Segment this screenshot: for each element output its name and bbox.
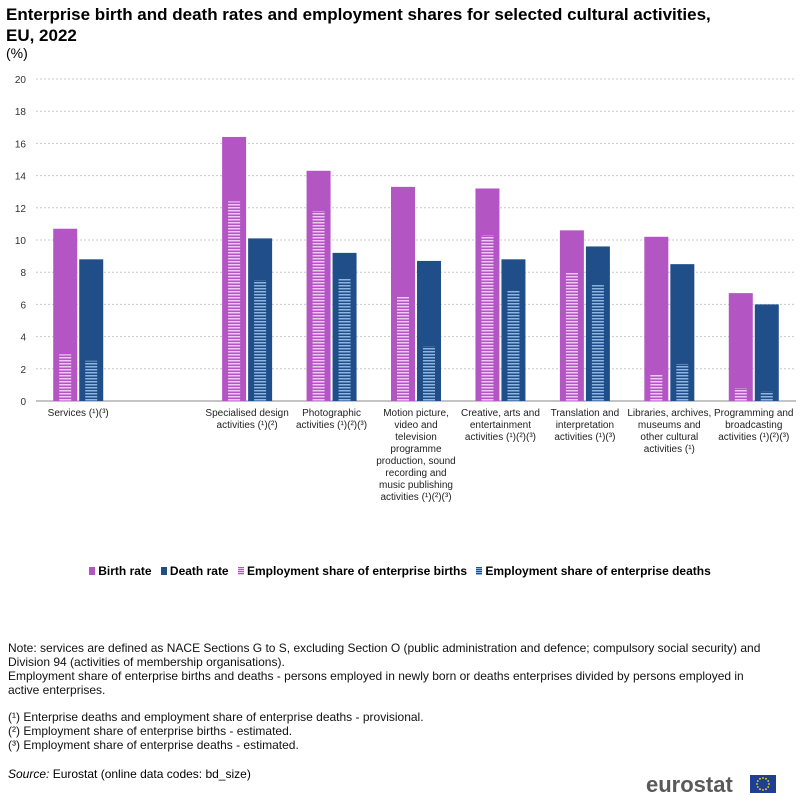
x-tick-label: Translation and interpretation activitie…	[550, 408, 620, 443]
legend-label-death-share: Employment share of enterprise deaths	[485, 564, 711, 578]
note-definition: Note: services are defined as NACE Secti…	[8, 641, 761, 669]
eu-flag-icon	[750, 775, 776, 793]
y-tick-label: 10	[15, 236, 27, 247]
bar-birth-employment-share	[397, 296, 409, 401]
x-tick-label: Photographic activities (¹)(²)(³)	[296, 408, 368, 431]
bar-death-employment-share	[423, 346, 435, 401]
flag-star	[768, 783, 770, 785]
legend-item-birth-rate: Birth rate	[89, 564, 152, 578]
y-tick-label: 16	[15, 139, 27, 150]
flag-star	[759, 788, 761, 791]
y-tick-label: 12	[15, 204, 27, 215]
legend-swatch-death-share	[476, 567, 483, 575]
footnote-2: (²) Employment share of enterprise birth…	[8, 724, 293, 738]
x-tick-label: Services (¹)(³)	[47, 408, 109, 419]
legend-item-birth-share: Employment share of enterprise births	[237, 564, 468, 578]
flag-star	[756, 783, 758, 785]
bar-birth-employment-share	[734, 388, 747, 401]
flag-star	[765, 788, 767, 791]
bar-birth-employment-share	[59, 354, 72, 401]
legend-item-death-rate: Death rate	[160, 564, 229, 578]
y-tick-label: 4	[20, 333, 26, 344]
x-tick-label: Libraries, archives, museums and other c…	[627, 408, 712, 455]
bar-death-employment-share	[676, 363, 689, 401]
bar-death-employment-share	[85, 360, 98, 401]
legend-swatch-birth-share	[237, 567, 244, 575]
y-tick-label: 0	[20, 397, 26, 408]
source-line: Source: Eurostat (online data codes: bd_…	[8, 767, 251, 781]
bar-birth-employment-share	[481, 235, 494, 401]
x-tick-label: Creative, arts and entertainment activit…	[460, 408, 540, 443]
bar-birth-employment-share	[565, 272, 578, 401]
y-tick-label: 20	[15, 75, 27, 86]
legend-swatch-death-rate	[160, 567, 167, 575]
bar-death-rate	[754, 304, 779, 401]
footnote-3: (³) Employment share of enterprise death…	[8, 738, 299, 752]
source-text: Eurostat (online data codes: bd_size)	[49, 767, 251, 781]
bar-death-employment-share	[591, 285, 604, 401]
footnote-1: (¹) Enterprise deaths and employment sha…	[8, 710, 424, 724]
note-employment-share: Employment share of enterprise births an…	[8, 669, 744, 697]
bar-birth-rate	[728, 293, 753, 401]
x-tick-label: Programming and broadcasting activities …	[714, 408, 794, 443]
bar-death-employment-share	[338, 278, 351, 401]
y-tick-label: 2	[20, 365, 26, 376]
source-label: Source:	[8, 767, 50, 781]
y-tick-label: 8	[20, 268, 26, 279]
y-tick-label: 18	[15, 107, 27, 118]
bar-death-employment-share	[760, 391, 773, 401]
flag-star	[756, 786, 759, 788]
bar-birth-employment-share	[228, 201, 241, 401]
bar-chart: 0 2 4 6 8 10 12 14 16 18 20	[15, 75, 796, 408]
y-axis-unit: (%)	[6, 45, 28, 61]
legend-label-death-rate: Death rate	[169, 564, 229, 578]
bars	[53, 136, 779, 401]
flag-star	[767, 786, 770, 788]
notes: Note: services are defined as NACE Secti…	[8, 641, 778, 752]
eurostat-logo: eurostat	[646, 772, 733, 797]
flag-star	[759, 777, 761, 780]
y-axis-ticks: 0 2 4 6 8 10 12 14 16 18 20	[15, 75, 27, 408]
legend-item-death-share: Employment share of enterprise deaths	[476, 564, 711, 578]
legend: Birth rate Death rate Employment share o…	[0, 564, 800, 578]
flag-star	[756, 780, 759, 782]
legend-label-birth-share: Employment share of enterprise births	[246, 564, 468, 578]
bar-death-employment-share	[254, 280, 267, 401]
y-tick-label: 6	[20, 300, 26, 311]
chart-title: Enterprise birth and death rates and emp…	[6, 5, 711, 45]
legend-swatch-birth-rate	[89, 567, 96, 575]
x-tick-label: Specialised design activities (¹)(²)	[205, 408, 289, 431]
x-tick-label: Motion picture, video and television pro…	[376, 408, 456, 503]
bar-death-employment-share	[507, 289, 520, 401]
flag-star	[767, 780, 770, 782]
legend-label-birth-rate: Birth rate	[98, 564, 152, 578]
bar-birth-employment-share	[312, 211, 325, 401]
bar-birth-employment-share	[650, 373, 663, 401]
flag-star	[762, 777, 764, 779]
flag-star	[762, 789, 764, 791]
flag-star	[765, 777, 767, 780]
gridlines	[36, 78, 796, 402]
y-tick-label: 14	[15, 172, 27, 183]
